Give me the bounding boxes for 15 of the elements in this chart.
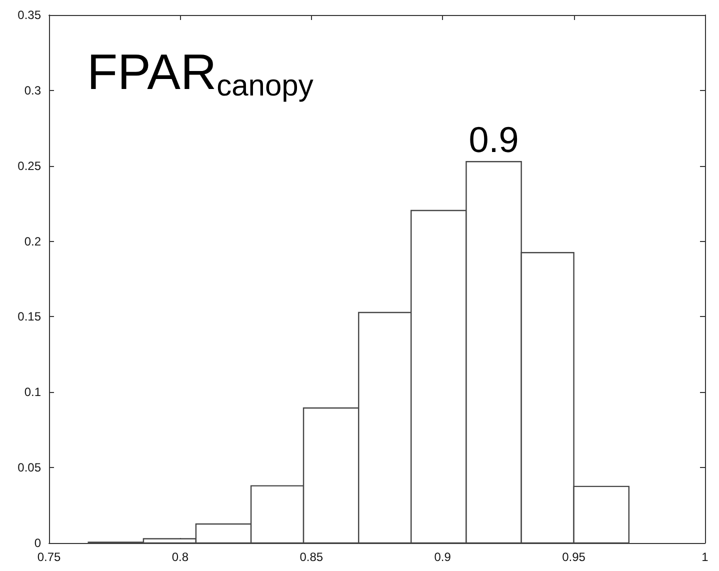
- x-tick-label: 0.85: [300, 550, 324, 564]
- x-tick-label: 0.8: [172, 550, 189, 564]
- y-tick-label: 0.25: [18, 158, 42, 173]
- y-tick-label: 0.05: [18, 460, 42, 475]
- y-tick-label: 0.2: [24, 234, 42, 248]
- y-tick-label: 0.3: [24, 83, 42, 98]
- x-tick-label: 0.9: [434, 550, 452, 564]
- x-tick-label: 1: [702, 550, 709, 564]
- x-tick-label: 0.75: [37, 550, 61, 564]
- x-tick-label: 0.95: [562, 550, 586, 564]
- y-tick-label: 0.35: [18, 8, 42, 22]
- y-tick-label: 0.15: [18, 310, 42, 324]
- y-tick-label: 0: [34, 536, 42, 550]
- annotation: 0.9: [468, 119, 519, 160]
- y-tick-label: 0.1: [24, 385, 42, 400]
